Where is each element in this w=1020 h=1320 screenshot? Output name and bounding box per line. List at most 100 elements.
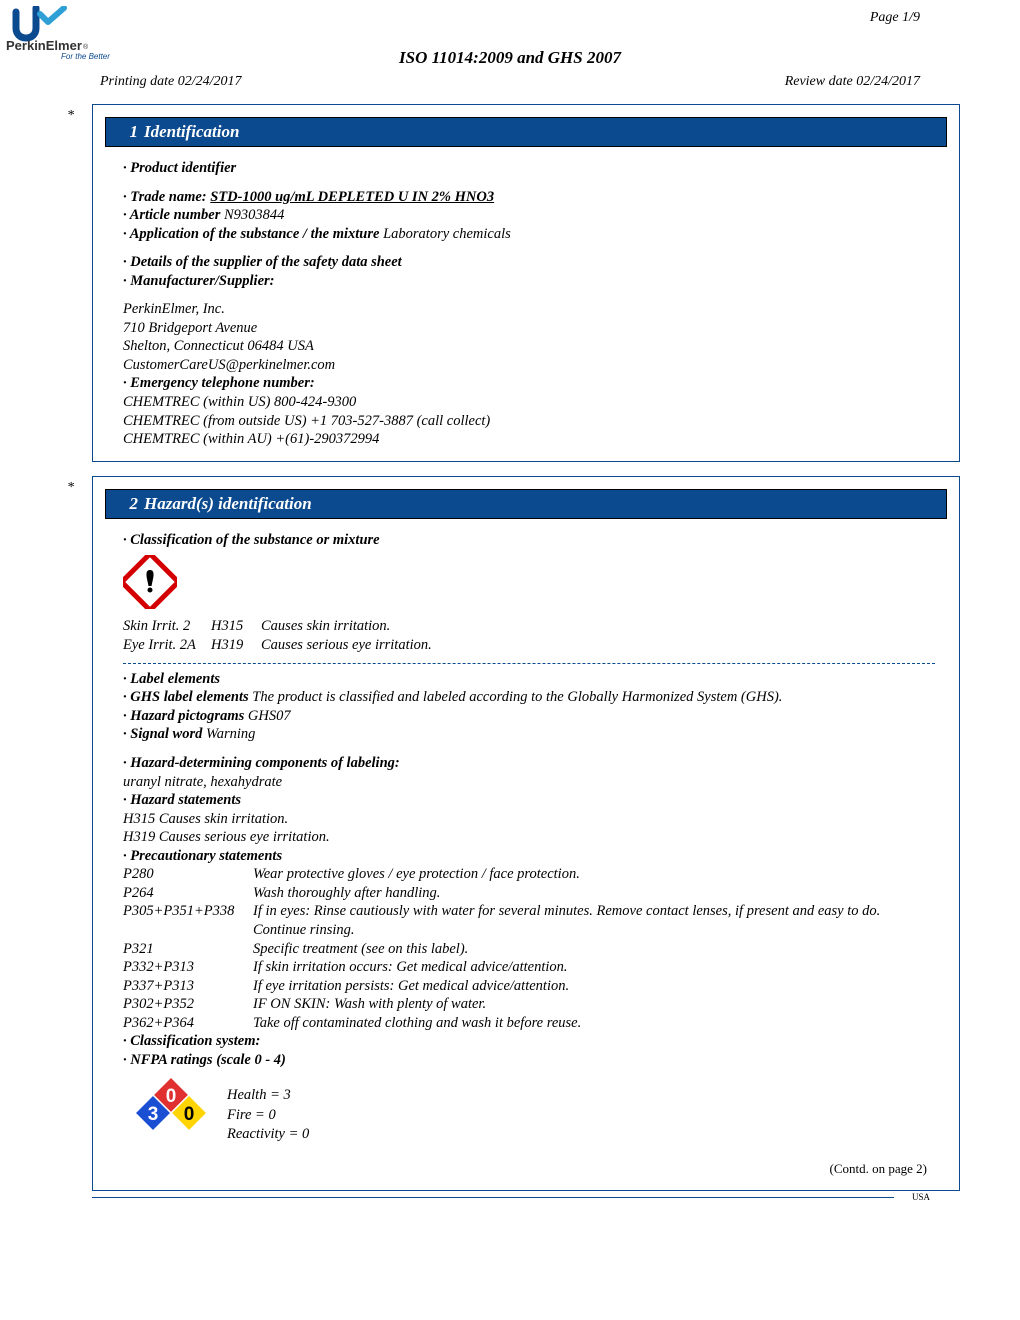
emergency-line-0: CHEMTREC (within US) 800-424-9300: [123, 393, 935, 412]
article-number: N9303844: [224, 207, 284, 223]
classification-system-label: · Classification system:: [123, 1032, 935, 1051]
supplier-line-1: 710 Bridgeport Avenue: [123, 319, 935, 338]
prec-code-1: P264: [123, 884, 253, 903]
article-number-label: · Article number: [123, 207, 224, 223]
prec-code-6: P302+P352: [123, 995, 253, 1014]
prec-row-7: P362+P364Take off contaminated clothing …: [123, 1014, 935, 1033]
svg-text:For the Better: For the Better: [61, 52, 110, 61]
hazard-components-label: · Hazard-determining components of label…: [123, 754, 935, 773]
class-1-text: Causes serious eye irritation.: [261, 636, 432, 655]
classification-row-1: Eye Irrit. 2A H319 Causes serious eye ir…: [123, 636, 935, 655]
prec-text-5: If eye irritation persists: Get medical …: [253, 977, 935, 996]
application-label: · Application of the substance / the mix…: [123, 226, 383, 242]
hazard-statements-label: · Hazard statements: [123, 791, 935, 810]
nfpa-reactivity-value: 0: [184, 1104, 195, 1125]
signal-word-text: Warning: [206, 726, 255, 742]
nfpa-health-value: 3: [148, 1104, 159, 1125]
product-identifier-label: · Product identifier: [123, 159, 935, 178]
application-text: Laboratory chemicals: [383, 226, 511, 242]
nfpa-diamond-icon: 0 0 3: [131, 1075, 211, 1155]
signal-word-label: · Signal word: [123, 726, 206, 742]
nfpa-fire-value: 0: [166, 1086, 177, 1107]
ghs-label-label: · GHS label elements: [123, 689, 252, 705]
dashed-divider: [123, 663, 935, 664]
manufacturer-label: · Manufacturer/Supplier:: [123, 272, 935, 291]
brand-logo: PerkinElmer ® For the Better: [6, 6, 116, 61]
hazard-pictograms-text: GHS07: [248, 708, 291, 724]
ghs-label-text: The product is classified and labeled ac…: [252, 689, 782, 705]
page: Page 1/9 PerkinElmer ® For the Better IS…: [0, 0, 1020, 1320]
nfpa-diamond: 0 0 3: [131, 1075, 211, 1155]
prec-row-2: P305+P351+P338If in eyes: Rinse cautious…: [123, 902, 935, 939]
prec-text-6: IF ON SKIN: Wash with plenty of water.: [253, 995, 935, 1014]
review-date: Review date 02/24/2017: [785, 74, 920, 90]
prec-text-3: Specific treatment (see on this label).: [253, 940, 935, 959]
hazard-statement-0: H315 Causes skin irritation.: [123, 810, 935, 829]
ghs07-icon: [123, 555, 177, 609]
class-0-name: Skin Irrit. 2: [123, 617, 211, 636]
prec-code-7: P362+P364: [123, 1014, 253, 1033]
date-row: Printing date 02/24/2017 Review date 02/…: [100, 74, 920, 90]
footer-country: USA: [908, 1192, 934, 1202]
section1-asterisk: *: [67, 108, 74, 124]
classification-row-0: Skin Irrit. 2 H315 Causes skin irritatio…: [123, 617, 935, 636]
supplier-line-0: PerkinElmer, Inc.: [123, 300, 935, 319]
prec-text-2: If in eyes: Rinse cautiously with water …: [253, 902, 935, 939]
hazard-components-text: uranyl nitrate, hexahydrate: [123, 773, 935, 792]
nfpa-health-text: Health = 3: [227, 1086, 309, 1106]
section2-header: 2 Hazard(s) identification: [105, 489, 947, 519]
prec-text-7: Take off contaminated clothing and wash …: [253, 1014, 935, 1033]
supplier-line-3: CustomerCareUS@perkinelmer.com: [123, 356, 935, 375]
section1-number: 1: [112, 122, 138, 142]
prec-row-1: P264Wash thoroughly after handling.: [123, 884, 935, 903]
perkinelmer-logo-icon: PerkinElmer ® For the Better: [6, 6, 116, 61]
section2-body: · Classification of the substance or mix…: [93, 519, 959, 1178]
section2-title: Hazard(s) identification: [144, 494, 312, 514]
trade-name: STD-1000 ug/mL DEPLETED U IN 2% HNO3: [210, 189, 494, 205]
class-0-code: H315: [211, 617, 261, 636]
class-1-code: H319: [211, 636, 261, 655]
section2-box: 2 Hazard(s) identification · Classificat…: [92, 476, 960, 1191]
section1-title: Identification: [144, 122, 239, 142]
section1-box: 1 Identification · Product identifier · …: [92, 104, 960, 462]
prec-text-0: Wear protective gloves / eye protection …: [253, 865, 935, 884]
emergency-line-1: CHEMTREC (from outside US) +1 703-527-38…: [123, 412, 935, 431]
prec-code-0: P280: [123, 865, 253, 884]
svg-text:PerkinElmer: PerkinElmer: [6, 38, 82, 53]
section1-header: 1 Identification: [105, 117, 947, 147]
prec-row-0: P280Wear protective gloves / eye protect…: [123, 865, 935, 884]
prec-code-2: P305+P351+P338: [123, 902, 253, 939]
svg-text:®: ®: [83, 43, 89, 51]
contd-note: (Contd. on page 2): [123, 1161, 927, 1178]
prec-code-5: P337+P313: [123, 977, 253, 996]
nfpa-label: · NFPA ratings (scale 0 - 4): [123, 1051, 935, 1070]
prec-code-3: P321: [123, 940, 253, 959]
hazard-statement-1: H319 Causes serious eye irritation.: [123, 828, 935, 847]
hazard-pictograms-label: · Hazard pictograms: [123, 708, 248, 724]
prec-code-4: P332+P313: [123, 958, 253, 977]
prec-row-3: P321Specific treatment (see on this labe…: [123, 940, 935, 959]
prec-row-6: P302+P352IF ON SKIN: Wash with plenty of…: [123, 995, 935, 1014]
class-1-name: Eye Irrit. 2A: [123, 636, 211, 655]
nfpa-fire-text: Fire = 0: [227, 1106, 309, 1126]
supplier-line-2: Shelton, Connecticut 06484 USA: [123, 337, 935, 356]
printing-date: Printing date 02/24/2017: [100, 74, 242, 90]
class-0-text: Causes skin irritation.: [261, 617, 390, 636]
doc-standard-title: ISO 11014:2009 and GHS 2007: [60, 48, 960, 68]
emergency-label: · Emergency telephone number:: [123, 374, 935, 393]
prec-row-4: P332+P313If skin irritation occurs: Get …: [123, 958, 935, 977]
classification-label: · Classification of the substance or mix…: [123, 531, 935, 550]
trade-name-label: · Trade name:: [123, 189, 210, 205]
nfpa-reactivity-text: Reactivity = 0: [227, 1125, 309, 1145]
section2-asterisk: *: [67, 480, 74, 496]
page-number: Page 1/9: [870, 10, 920, 26]
ghs-pictogram: [123, 555, 935, 615]
label-elements-label: · Label elements: [123, 670, 935, 689]
section1-body: · Product identifier · Trade name: STD-1…: [93, 147, 959, 449]
nfpa-block: 0 0 3 Health = 3 Fire = 0 Reactivity = 0: [123, 1075, 935, 1155]
prec-row-5: P337+P313If eye irritation persists: Get…: [123, 977, 935, 996]
footer-country-label: USA: [92, 1192, 934, 1202]
precautionary-label: · Precautionary statements: [123, 847, 935, 866]
section2-number: 2: [112, 494, 138, 514]
precautionary-table: P280Wear protective gloves / eye protect…: [123, 865, 935, 1032]
